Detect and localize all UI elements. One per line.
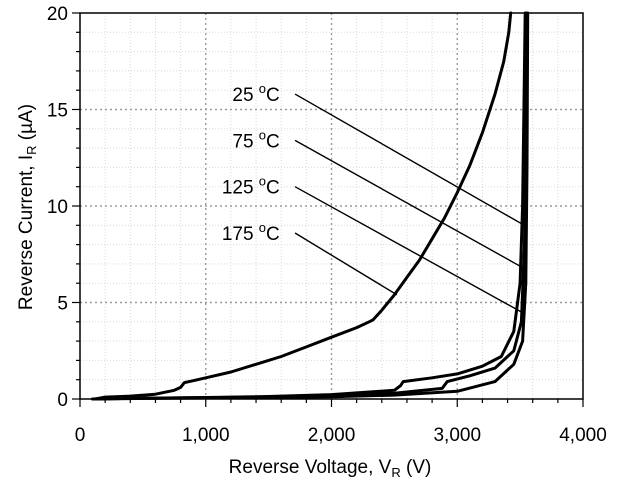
annotation-leader-line [294, 232, 398, 296]
temperature-label: 175 oC [222, 220, 280, 245]
x-tick-label: 2,000 [308, 425, 356, 446]
series-line [91, 11, 527, 401]
y-tick-label: 0 [57, 390, 68, 411]
x-tick-label: 4,000 [559, 425, 607, 446]
y-axis-label: Reverse Current, IR (µA) [16, 104, 39, 310]
y-tick-label: 15 [47, 101, 68, 122]
annotation-leader-line [294, 186, 526, 315]
annotation-leader-line [294, 139, 527, 271]
y-tick-label: 10 [47, 197, 68, 218]
x-tick-label: 3,000 [433, 425, 481, 446]
annotation-leader-line [294, 93, 529, 228]
major-grid [80, 13, 583, 399]
series-line [93, 11, 513, 401]
y-tick-label: 20 [47, 4, 68, 25]
axis-ticks: 0 1,000 2,000 3,000 4,000 0 5 10 15 20 [47, 4, 607, 446]
y-tick-label: 5 [57, 294, 68, 315]
temperature-label: 125 oC [222, 174, 280, 199]
temperature-label: 75 oC [232, 127, 279, 152]
x-tick-label: 0 [75, 425, 86, 446]
x-tick-label: 1,000 [182, 425, 230, 446]
annotations: 25 oC 75 oC 125 oC 175 oC [222, 81, 529, 315]
x-axis-label: Reverse Voltage, VR (V) [229, 457, 432, 480]
series-lines [91, 11, 530, 401]
temperature-label: 25 oC [232, 81, 279, 106]
